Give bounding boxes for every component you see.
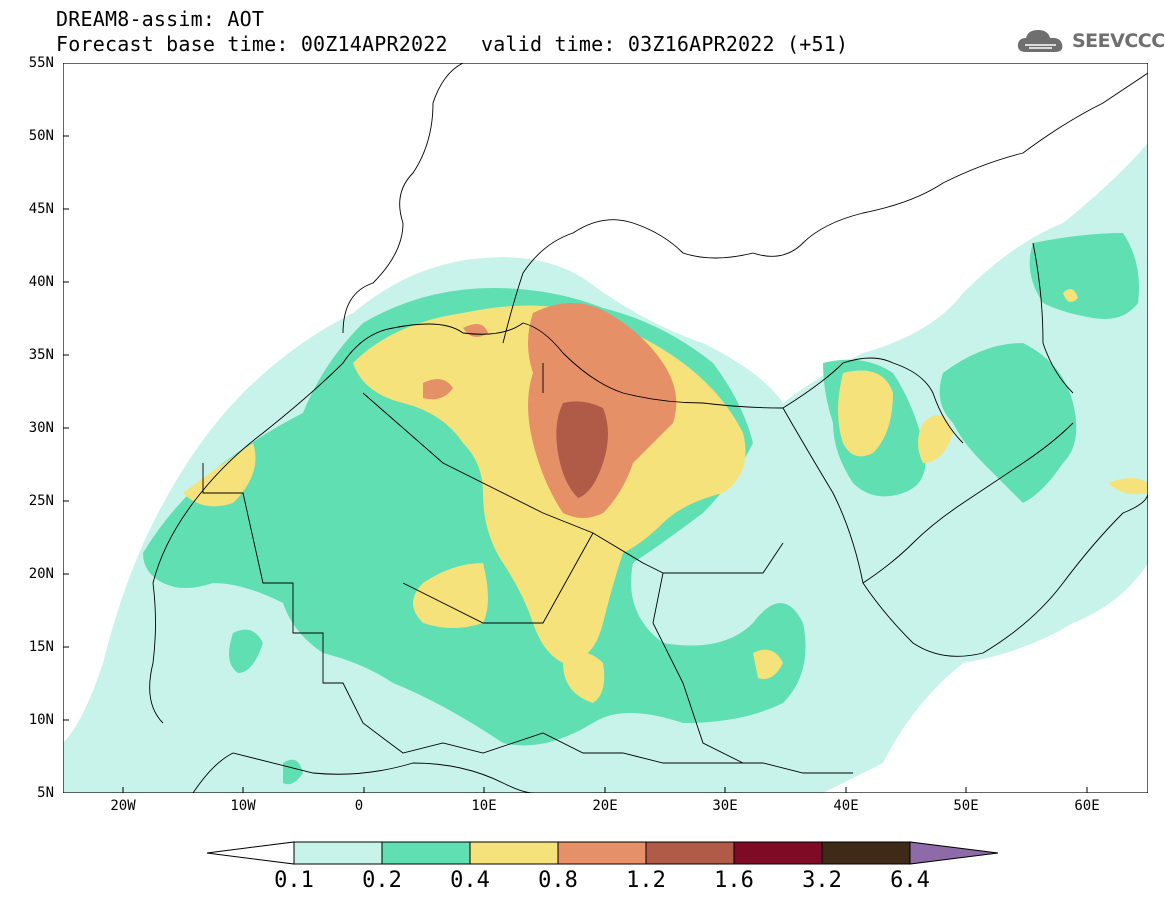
logo-text: SEEVCCC	[1072, 30, 1165, 52]
colorbar-label: 1.6	[714, 868, 754, 893]
lat-label: 25N	[28, 493, 54, 509]
colorbar-box	[293, 841, 383, 865]
lat-label: 35N	[28, 347, 54, 363]
map-title: DREAM8-assim: AOT	[56, 7, 265, 31]
lon-label: 30E	[712, 798, 738, 814]
lon-label: 60E	[1074, 798, 1100, 814]
colorbar-label: 0.8	[538, 868, 578, 893]
colorbar-arrow-low	[206, 841, 295, 865]
lat-label: 5N	[37, 785, 54, 801]
colorbar-box	[733, 841, 823, 865]
valid-time: valid time: 03Z16APR2022 (+51)	[481, 32, 849, 56]
colorbar	[206, 841, 999, 865]
cloud-icon	[1017, 30, 1063, 52]
lat-label: 45N	[28, 201, 54, 217]
lat-label: 50N	[28, 128, 54, 144]
colorbar-label: 1.2	[626, 868, 666, 893]
colorbar-arrow-high	[909, 841, 999, 865]
lon-label: 20E	[592, 798, 618, 814]
aot-level-1-2	[556, 401, 608, 498]
aot-map	[63, 63, 1148, 793]
lon-label: 50E	[953, 798, 979, 814]
colorbar-box	[381, 841, 471, 865]
forecast-base-time: Forecast base time: 00Z14APR2022	[56, 32, 448, 56]
colorbar-box	[821, 841, 911, 865]
lat-label: 40N	[28, 274, 54, 290]
seevccc-logo: SEEVCCC	[1016, 25, 1165, 57]
colorbar-label: 0.1	[274, 868, 314, 893]
lat-label: 10N	[28, 712, 54, 728]
lat-label: 15N	[28, 639, 54, 655]
lat-label: 30N	[28, 420, 54, 436]
lat-label: 20N	[28, 566, 54, 582]
lon-label: 10W	[230, 798, 256, 814]
lon-label: 0	[354, 798, 364, 814]
colorbar-box	[645, 841, 735, 865]
colorbar-box	[557, 841, 647, 865]
lon-label: 20W	[110, 798, 136, 814]
coastlines	[149, 63, 1148, 793]
lon-label: 10E	[471, 798, 497, 814]
colorbar-label: 0.2	[362, 868, 402, 893]
lat-label: 55N	[28, 55, 54, 71]
colorbar-label: 6.4	[890, 868, 930, 893]
colorbar-box	[469, 841, 559, 865]
colorbar-label: 0.4	[450, 868, 490, 893]
lon-label: 40E	[833, 798, 859, 814]
colorbar-label: 3.2	[802, 868, 842, 893]
axis-ticks	[63, 135, 1088, 793]
